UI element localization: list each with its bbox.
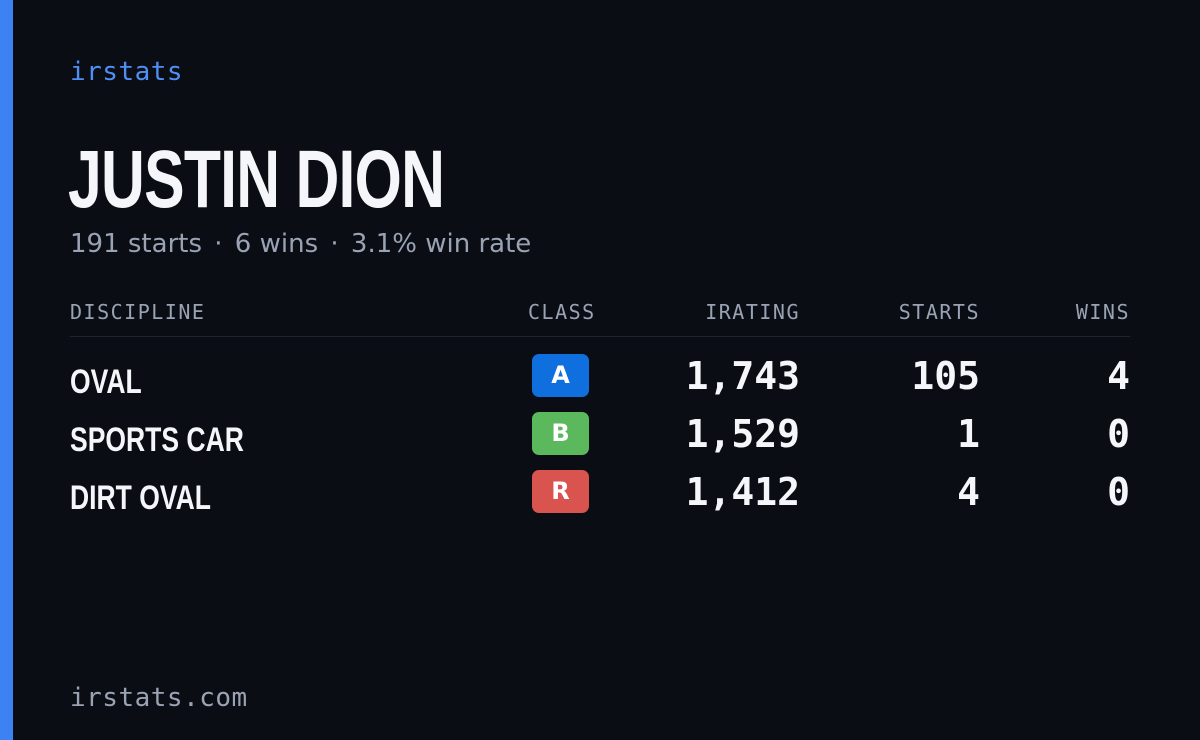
irating-value: 1,529: [685, 412, 800, 456]
wins-value: 4: [1107, 354, 1130, 398]
column-header-wins: WINS: [1075, 300, 1130, 324]
summary-wins: 6 wins: [234, 229, 319, 259]
wins-value: 0: [1107, 412, 1130, 456]
starts-value: 1: [957, 412, 980, 456]
accent-bar: [0, 0, 13, 740]
starts-value: 4: [957, 470, 980, 514]
footer-domain: irstats.com: [70, 683, 248, 713]
starts-value: 105: [911, 354, 980, 398]
summary-starts: 191 starts: [70, 229, 202, 259]
license-class-badge: B: [532, 412, 589, 455]
table-row: OVAL A 1,743 105 4: [70, 352, 1130, 410]
column-header-class: CLASS: [528, 300, 596, 324]
summary-separator: ·: [330, 229, 339, 259]
discipline-name: SPORTS CAR: [70, 421, 244, 459]
license-class-badge: A: [532, 354, 589, 397]
driver-summary: 191 starts · 6 wins · 3.1% win rate: [70, 226, 531, 262]
summary-win-rate: 3.1% win rate: [350, 229, 532, 259]
discipline-name: DIRT OVAL: [70, 479, 211, 517]
column-header-starts: STARTS: [898, 300, 980, 324]
wins-value: 0: [1107, 470, 1130, 514]
discipline-name: OVAL: [70, 363, 142, 401]
irating-value: 1,743: [685, 354, 800, 398]
driver-name: JUSTIN DION: [68, 134, 445, 225]
license-class-badge: R: [532, 470, 589, 513]
column-header-irating: IRATING: [705, 300, 800, 324]
table-row: DIRT OVAL R 1,412 4 0: [70, 468, 1130, 526]
header-divider: [70, 336, 1130, 337]
irating-value: 1,412: [685, 470, 800, 514]
column-header-discipline: DISCIPLINE: [70, 300, 206, 324]
table-row: SPORTS CAR B 1,529 1 0: [70, 410, 1130, 468]
brand-logo: irstats: [70, 57, 184, 87]
summary-separator: ·: [214, 229, 223, 259]
